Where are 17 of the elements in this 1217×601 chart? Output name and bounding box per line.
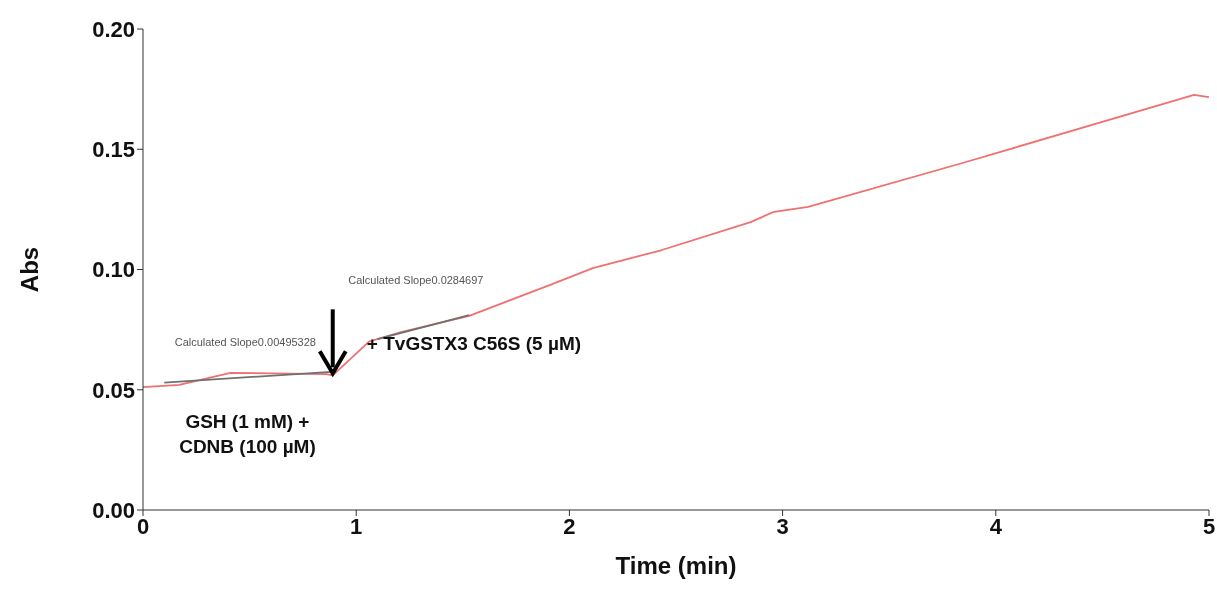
y-tick-label: 0.20	[92, 16, 135, 42]
x-tick-label: 5	[1202, 513, 1216, 539]
x-tick-label: 0	[136, 513, 150, 539]
annotation: GSH (1 mM) + CDNB (100 µM)	[179, 411, 316, 457]
y-tick-label: 0.15	[92, 137, 135, 163]
y-axis-title: Abs	[16, 246, 43, 293]
y-tick-label: 0.05	[92, 377, 135, 403]
x-axis-title: Time (min)	[615, 552, 737, 579]
x-tick-label: 3	[776, 513, 789, 539]
x-tick-label: 4	[989, 513, 1003, 539]
y-tick-label: 0.00	[92, 497, 135, 523]
annotation: Calculated Slope0.00495328	[174, 336, 316, 349]
y-tick-label: 0.10	[92, 257, 135, 283]
x-tick-label: 1	[350, 513, 363, 539]
line-series	[143, 94, 1209, 389]
annotation: Calculated Slope0.0284697	[348, 273, 484, 286]
x-tick-label: 2	[563, 513, 576, 539]
